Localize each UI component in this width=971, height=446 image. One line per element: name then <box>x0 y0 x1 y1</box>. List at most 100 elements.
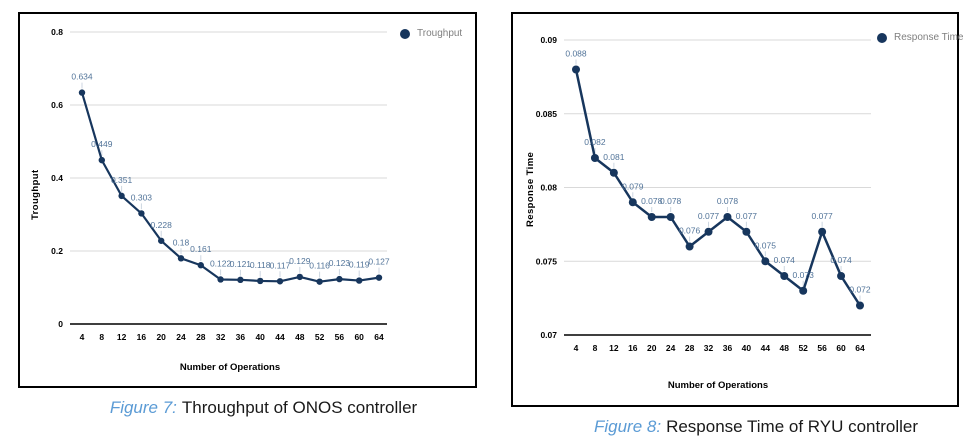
data-point <box>237 276 244 284</box>
data-point <box>336 275 343 283</box>
x-tick-label: 36 <box>723 343 733 353</box>
y-tick-label: 0 <box>58 319 63 329</box>
data-point <box>158 237 165 244</box>
throughput-chart-card: 0.8 0.6 0.4 0.2 0 4 8 12 16 20 24 28 32 36 40 44 48 52 56 6… <box>18 12 477 388</box>
y-tick-label: 0.075 <box>536 256 558 266</box>
x-tick-label: 16 <box>628 343 638 353</box>
x-tick-label: 64 <box>855 343 865 353</box>
x-tick-label: 4 <box>80 332 85 342</box>
y-tick-label: 0.8 <box>51 27 63 37</box>
y-tick-label: 0.085 <box>536 109 558 119</box>
figure-7-caption: Figure 7: Throughput of ONOS controller <box>34 398 493 418</box>
figure-8-caption-text: Response Time of RYU controller <box>666 417 919 436</box>
data-point <box>837 272 846 280</box>
data-point-label: 0.303 <box>131 192 153 202</box>
figure-8-caption-label: Figure 8: <box>593 417 662 436</box>
y-axis-title: Response Time <box>525 151 536 227</box>
data-point-label: 0.088 <box>565 49 587 59</box>
response-time-chart-card: 0.09 0.085 0.08 0.075 0.07 4 8 12 16 20 24 28 32 36 40… <box>511 12 963 407</box>
data-point-label: 0.118 <box>250 260 271 270</box>
legend: Troughput <box>400 28 462 39</box>
data-point-label: 0.228 <box>151 220 173 230</box>
x-tick-label: 8 <box>593 343 598 353</box>
data-point <box>742 227 751 236</box>
data-point <box>685 242 694 251</box>
data-point-label: 0.122 <box>210 258 232 268</box>
x-tick-label: 20 <box>647 343 657 353</box>
x-tick-label: 60 <box>354 332 364 342</box>
figure-8-caption: Figure 8: Response Time of RYU controller <box>532 417 971 437</box>
data-point <box>296 273 303 281</box>
data-point-label: 0.077 <box>698 211 720 221</box>
x-axis-title: Number of Operations <box>179 362 281 373</box>
x-tick-label: 16 <box>137 332 147 342</box>
x-tick-label: 36 <box>236 332 246 342</box>
data-point-label: 0.074 <box>774 255 796 265</box>
legend: Response Time <box>877 32 963 43</box>
figure-7-caption-text: Throughput of ONOS controller <box>181 398 418 417</box>
data-point-label: 0.127 <box>368 257 390 267</box>
data-point <box>197 262 204 269</box>
data-point <box>628 198 637 207</box>
x-tick-label: 44 <box>761 343 771 353</box>
x-tick-label: 48 <box>295 332 305 342</box>
x-tick-label: 24 <box>176 332 186 342</box>
data-point-label: 0.078 <box>641 196 663 206</box>
x-tick-label: 20 <box>156 332 166 342</box>
data-point <box>761 257 770 266</box>
data-point <box>177 255 185 262</box>
data-point-label: 0.161 <box>190 244 212 254</box>
x-tick-label: 32 <box>704 343 714 353</box>
series-line <box>574 69 862 307</box>
data-point <box>118 192 125 200</box>
y-tick-label: 0.2 <box>51 246 63 256</box>
x-tick-label: 52 <box>315 332 325 342</box>
figure-7-caption-label: Figure 7: <box>109 398 177 417</box>
x-tick-label: 64 <box>374 332 384 342</box>
data-point <box>723 213 732 221</box>
x-tick-label: 52 <box>798 343 808 353</box>
x-tick-label: 56 <box>817 343 827 353</box>
y-tick-label: 0.08 <box>540 183 557 193</box>
data-point-label: 0.073 <box>793 270 815 280</box>
y-axis-title: Troughput <box>30 169 41 220</box>
data-point <box>609 168 618 177</box>
y-tick-label: 0.6 <box>51 100 63 110</box>
data-point-label: 0.117 <box>270 260 291 270</box>
data-point <box>780 272 789 280</box>
data-point-label: 0.18 <box>173 237 190 247</box>
x-tick-label: 48 <box>780 343 790 353</box>
data-point-label: 0.634 <box>71 72 93 82</box>
data-point-label: 0.075 <box>755 240 777 250</box>
data-point <box>78 89 86 96</box>
data-point-label: 0.123 <box>329 258 351 268</box>
throughput-line-plot: 0.80.60.40.204 8 12 16 20 24 28 32 36 40 44 48 52 56 6… <box>51 27 390 342</box>
x-tick-label: 60 <box>836 343 846 353</box>
data-point <box>375 274 383 281</box>
data-point-label: 0.074 <box>830 255 852 265</box>
data-point-label: 0.449 <box>91 139 113 149</box>
x-tick-label: 28 <box>685 343 695 353</box>
y-tick-label: 0.07 <box>540 330 557 340</box>
x-tick-label: 4 <box>574 343 579 353</box>
data-point-label: 0.082 <box>584 137 606 147</box>
x-tick-label: 40 <box>255 332 265 342</box>
data-point-label: 0.129 <box>289 256 311 266</box>
data-point <box>647 213 656 221</box>
legend-marker-icon <box>400 28 410 39</box>
x-tick-label: 32 <box>216 332 226 342</box>
data-point-label: 0.081 <box>603 152 625 162</box>
legend-label: Response Time <box>894 32 964 43</box>
data-point <box>590 154 599 162</box>
x-tick-label: 56 <box>335 332 345 342</box>
x-tick-label: 44 <box>275 332 285 342</box>
data-point-label: 0.119 <box>349 260 370 270</box>
y-tick-label: 0.4 <box>51 173 63 183</box>
data-point <box>98 156 106 164</box>
x-tick-label: 12 <box>117 332 127 342</box>
data-point-label: 0.072 <box>849 285 871 295</box>
x-tick-label: 40 <box>742 343 752 353</box>
data-point-label: 0.077 <box>811 211 833 221</box>
